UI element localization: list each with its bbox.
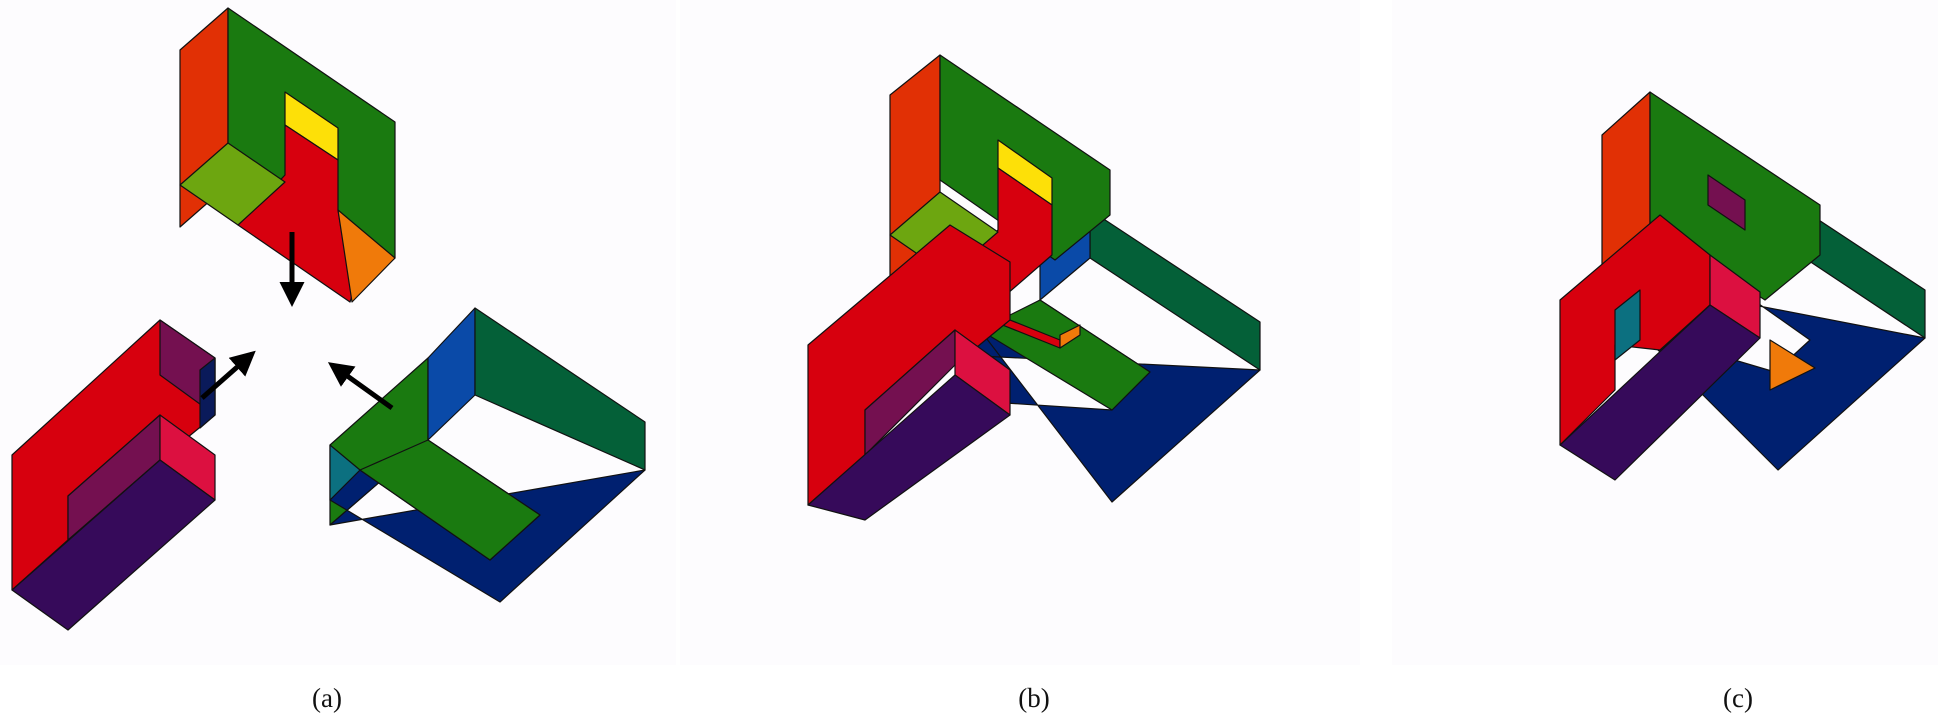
piece-face [1707, 174, 1746, 231]
panel-c-caption: (c) [1723, 683, 1753, 713]
piece-face [1089, 209, 1261, 371]
piece-face [11, 459, 216, 631]
arrow-up-right [200, 350, 256, 400]
piece-face [1559, 304, 1761, 481]
arrow-up-left [327, 362, 394, 411]
piece-face [1769, 339, 1816, 391]
piece-right-a [329, 307, 646, 603]
piece-face [359, 439, 541, 561]
piece-top-a [179, 7, 396, 303]
piece-face [1059, 324, 1081, 349]
piece-face [329, 444, 361, 501]
piece-face [474, 307, 646, 471]
piece-face [939, 54, 1111, 261]
piece-left-a [11, 319, 216, 631]
assembly-complete-c [1559, 91, 1926, 481]
piece-face [179, 142, 286, 226]
assembly-partial-b [807, 54, 1261, 521]
piece-face [337, 209, 396, 303]
piece-face [427, 307, 476, 441]
piece-face [807, 374, 1011, 521]
piece-face [1614, 289, 1641, 361]
panel-b-caption: (b) [1018, 683, 1050, 713]
panel-a-caption: (a) [312, 683, 342, 713]
